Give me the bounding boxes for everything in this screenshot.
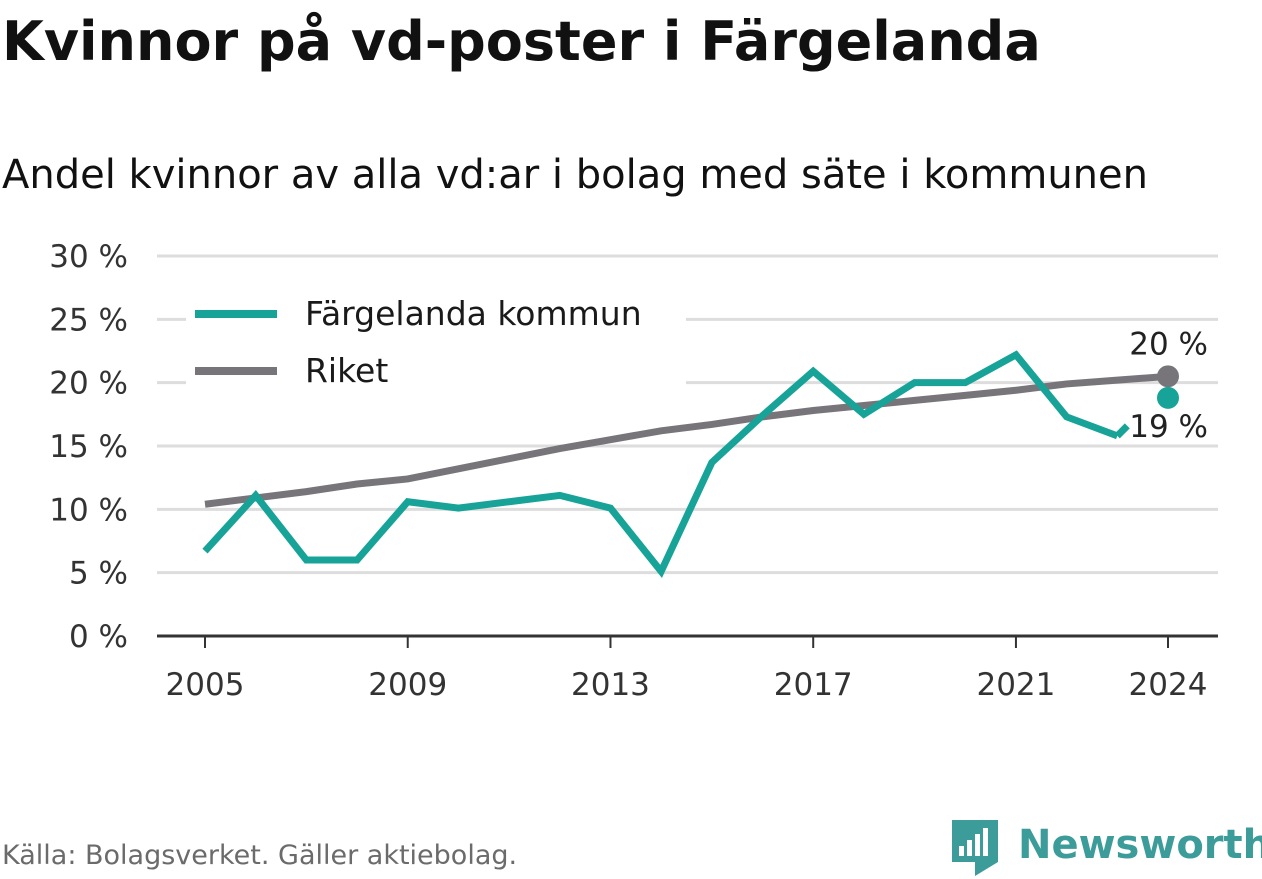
y-tick-label: 0 % (69, 619, 128, 655)
x-axis-ticks: 2005 2009 2013 2017 2021 2024 (157, 634, 1218, 703)
series-line (204, 372, 1169, 508)
series-lines: 19 % 20 % (202, 326, 1208, 578)
newsworthy-logo: Newsworthy (950, 818, 1262, 878)
x-tick-label: 2013 (571, 667, 650, 703)
x-tick-label: 2021 (976, 667, 1055, 703)
series-end-marker (1157, 386, 1179, 409)
source-note: Källa: Bolagsverket. Gäller aktiebolag. (2, 840, 518, 871)
x-tick-label: 2017 (774, 667, 853, 703)
y-tick-label: 10 % (49, 492, 128, 528)
series-end-label: 19 % (1129, 409, 1208, 445)
legend: Färgelanda kommun Riket (186, 288, 686, 398)
bar-chart-logo-icon (952, 820, 998, 876)
series-line-stub (1114, 423, 1130, 439)
x-tick-label: 2024 (1129, 667, 1208, 703)
y-axis-ticks: 0 % 5 % 10 % 15 % 20 % 25 % 30 % (49, 239, 128, 655)
y-tick-label: 25 % (49, 302, 128, 338)
legend-label: Riket (305, 351, 388, 390)
legend-label: Färgelanda kommun (305, 294, 642, 333)
chart-title: Kvinnor på vd-poster i Färgelanda (2, 10, 1041, 73)
x-tick-label: 2009 (368, 667, 447, 703)
y-tick-label: 30 % (49, 239, 128, 275)
chart-subtitle: Andel kvinnor av alla vd:ar i bolag med … (2, 152, 1148, 198)
series-end-label: 20 % (1129, 326, 1208, 362)
x-tick-label: 2005 (166, 667, 245, 703)
legend-background (186, 288, 686, 398)
y-tick-label: 20 % (49, 366, 128, 402)
y-tick-label: 5 % (69, 556, 128, 592)
series-end-marker (1157, 365, 1179, 388)
brand-name: Newsworthy (1018, 822, 1262, 868)
y-tick-label: 15 % (49, 429, 128, 465)
series-line (202, 350, 1119, 578)
